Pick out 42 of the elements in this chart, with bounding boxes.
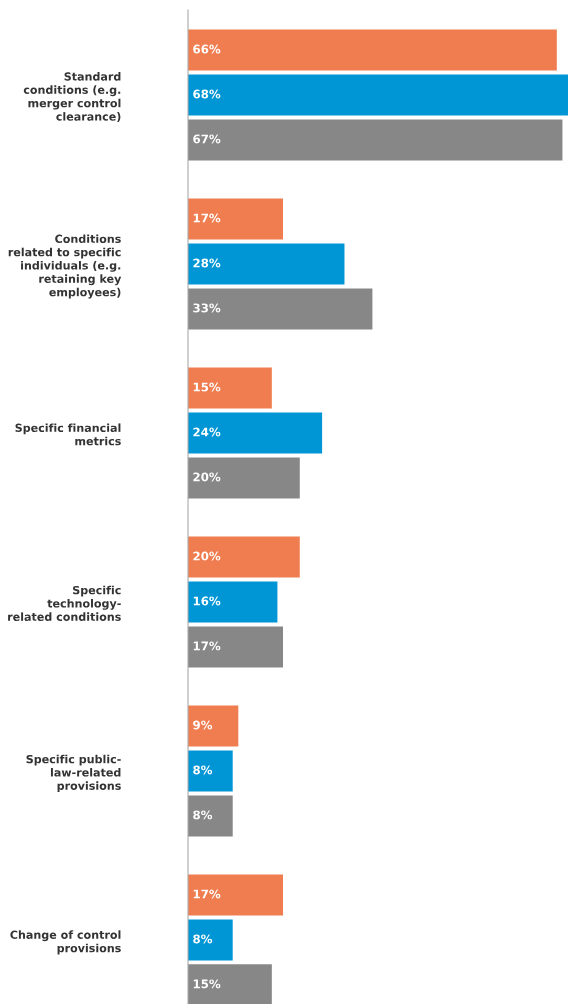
bar (188, 705, 239, 747)
data-label: 20% (193, 472, 221, 482)
data-label: 17% (193, 889, 221, 899)
data-label: 68% (193, 89, 221, 99)
bar (188, 367, 272, 409)
data-label: 8% (193, 765, 213, 775)
data-label: 16% (193, 596, 221, 606)
bar (188, 119, 563, 161)
bar (188, 795, 233, 837)
bar (188, 750, 233, 792)
bar (188, 74, 568, 116)
bar (188, 412, 323, 454)
bar (188, 243, 345, 285)
y-tick-label: Change of control provisions (10, 930, 121, 955)
bar (188, 457, 300, 499)
data-label: 8% (193, 934, 213, 944)
y-tick-label: Specific financial metrics (15, 423, 121, 446)
bar (188, 964, 272, 1004)
y-tick-label: Specific public- law-related provisions (26, 754, 121, 793)
bar (188, 536, 300, 578)
data-label: 20% (193, 551, 221, 561)
y-tick-label: Conditions related to specific individuals (e.g. retaining key employees) (8, 234, 122, 299)
bar (188, 874, 284, 916)
data-label: 17% (193, 641, 221, 651)
y-tick-label: Standard conditions (e.g. merger control clearance) (23, 72, 121, 123)
data-label: 15% (193, 979, 221, 989)
bar (188, 288, 373, 330)
data-label: 66% (193, 44, 221, 54)
data-label: 17% (193, 213, 221, 223)
data-label: 15% (193, 382, 221, 392)
data-label: 33% (193, 303, 221, 313)
bar (188, 198, 284, 240)
y-tick-label: Specific technology- related conditions (8, 585, 121, 621)
data-label: 8% (193, 810, 213, 820)
data-label: 9% (193, 720, 213, 730)
bar (188, 29, 557, 71)
data-label: 24% (193, 427, 221, 437)
bar (188, 626, 284, 668)
data-label: 28% (193, 258, 221, 268)
bar (188, 919, 233, 961)
bar (188, 581, 278, 623)
data-label: 67% (193, 134, 221, 144)
